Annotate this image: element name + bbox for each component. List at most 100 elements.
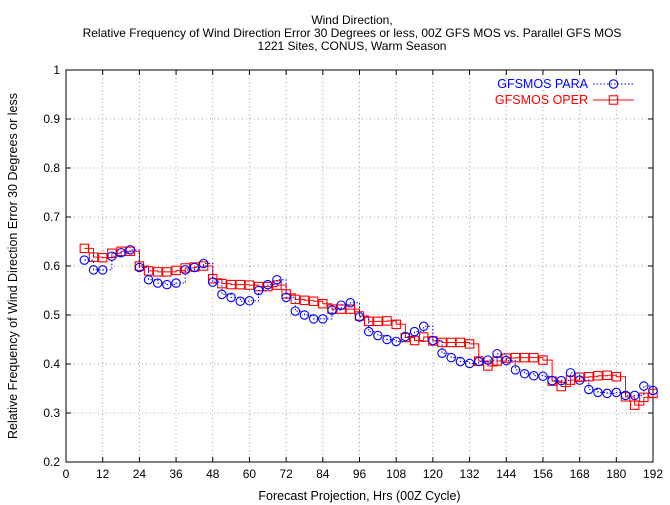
legend-label: GFSMOS OPER (495, 93, 588, 107)
data-point (272, 274, 282, 285)
data-point (290, 306, 301, 316)
chart-title: Wind Direction,Relative Frequency of Win… (83, 13, 622, 53)
data-point (253, 285, 264, 296)
data-point (308, 296, 319, 307)
data-point (152, 267, 163, 277)
data-point (281, 292, 291, 303)
data-point (584, 384, 594, 395)
data-point (88, 265, 99, 275)
data-point (226, 279, 236, 290)
data-point (574, 375, 585, 385)
data-point (547, 375, 557, 386)
data-point (556, 375, 567, 386)
data-point (565, 368, 576, 378)
x-tick-label: 192 (643, 467, 663, 481)
x-tick-label: 108 (386, 467, 406, 481)
x-tick-label: 168 (570, 467, 590, 481)
x-tick-label: 180 (606, 467, 626, 481)
data-point (217, 278, 227, 289)
data-point (299, 310, 310, 320)
data-point (639, 381, 649, 391)
data-point (88, 252, 99, 262)
x-tick-label: 156 (533, 467, 553, 481)
data-point (244, 296, 255, 306)
x-tick-label: 120 (423, 467, 443, 481)
data-point (620, 390, 631, 401)
x-tick-label: 36 (169, 467, 183, 481)
data-point (198, 258, 209, 269)
data-point (446, 337, 456, 348)
x-tick-label: 0 (63, 467, 70, 481)
data-point (180, 265, 190, 275)
data-point (79, 243, 90, 254)
x-tick-label: 72 (279, 467, 293, 481)
y-tick-label: 0.3 (43, 406, 60, 420)
x-tick-label: 84 (316, 467, 330, 481)
data-point (418, 321, 429, 332)
data-point (382, 316, 392, 326)
data-point (629, 400, 640, 410)
data-point (79, 255, 90, 265)
y-tick-label: 1 (53, 63, 60, 77)
y-axis-label: Relative Frequency of Wind Direction Err… (6, 93, 20, 439)
y-tick-label: 0.6 (43, 259, 60, 273)
data-point (208, 277, 218, 287)
data-point (455, 337, 466, 348)
data-point (363, 326, 374, 337)
data-point (510, 365, 521, 375)
data-point (464, 339, 475, 349)
data-point (391, 319, 401, 330)
data-point (446, 352, 456, 363)
legend-label: GFSMOS PARA (497, 77, 588, 91)
x-tick-label: 24 (133, 467, 147, 481)
x-tick-label: 132 (460, 467, 480, 481)
series-gfsmos-oper (79, 243, 658, 410)
x-axis-label: Forecast Projection, Hrs (00Z Cycle) (258, 489, 460, 503)
data-point (648, 385, 658, 396)
data-point (152, 278, 163, 288)
data-point (345, 304, 356, 314)
y-tick-label: 0.8 (43, 161, 60, 175)
y-tick-label: 0.2 (43, 455, 60, 469)
data-point (235, 279, 246, 290)
data-point (244, 280, 255, 290)
data-point (143, 274, 154, 285)
data-point (437, 337, 447, 348)
y-tick-label: 0.7 (43, 210, 60, 224)
data-point (529, 352, 539, 363)
data-point (373, 316, 383, 327)
data-point (345, 297, 356, 308)
data-point (501, 355, 511, 366)
data-point (437, 348, 447, 358)
legend-marker (608, 79, 619, 89)
data-point (290, 294, 301, 305)
data-point (510, 352, 521, 363)
data-point (382, 334, 392, 345)
data-point (538, 355, 548, 365)
data-point (556, 381, 567, 392)
series (79, 243, 658, 410)
data-point (217, 289, 227, 300)
data-point (584, 371, 594, 382)
data-point (281, 289, 291, 299)
legend: GFSMOS PARA GFSMOS OPER (495, 77, 634, 107)
y-tick-label: 0.9 (43, 112, 60, 126)
data-point (97, 265, 108, 275)
legend-marker (608, 95, 619, 105)
data-point (519, 352, 530, 363)
data-point (107, 251, 117, 261)
data-point (162, 267, 172, 277)
data-point (125, 245, 135, 255)
chart-title-line-1: Wind Direction, (311, 13, 392, 27)
data-point (501, 353, 511, 363)
data-point (373, 330, 383, 341)
data-point (593, 371, 603, 381)
data-point (308, 314, 319, 324)
data-point (400, 331, 411, 342)
data-point (354, 312, 365, 322)
x-tick-label: 12 (96, 467, 110, 481)
data-point (593, 387, 603, 398)
chart-title-line-3: 1221 Sites, CONUS, Warm Season (258, 39, 447, 53)
